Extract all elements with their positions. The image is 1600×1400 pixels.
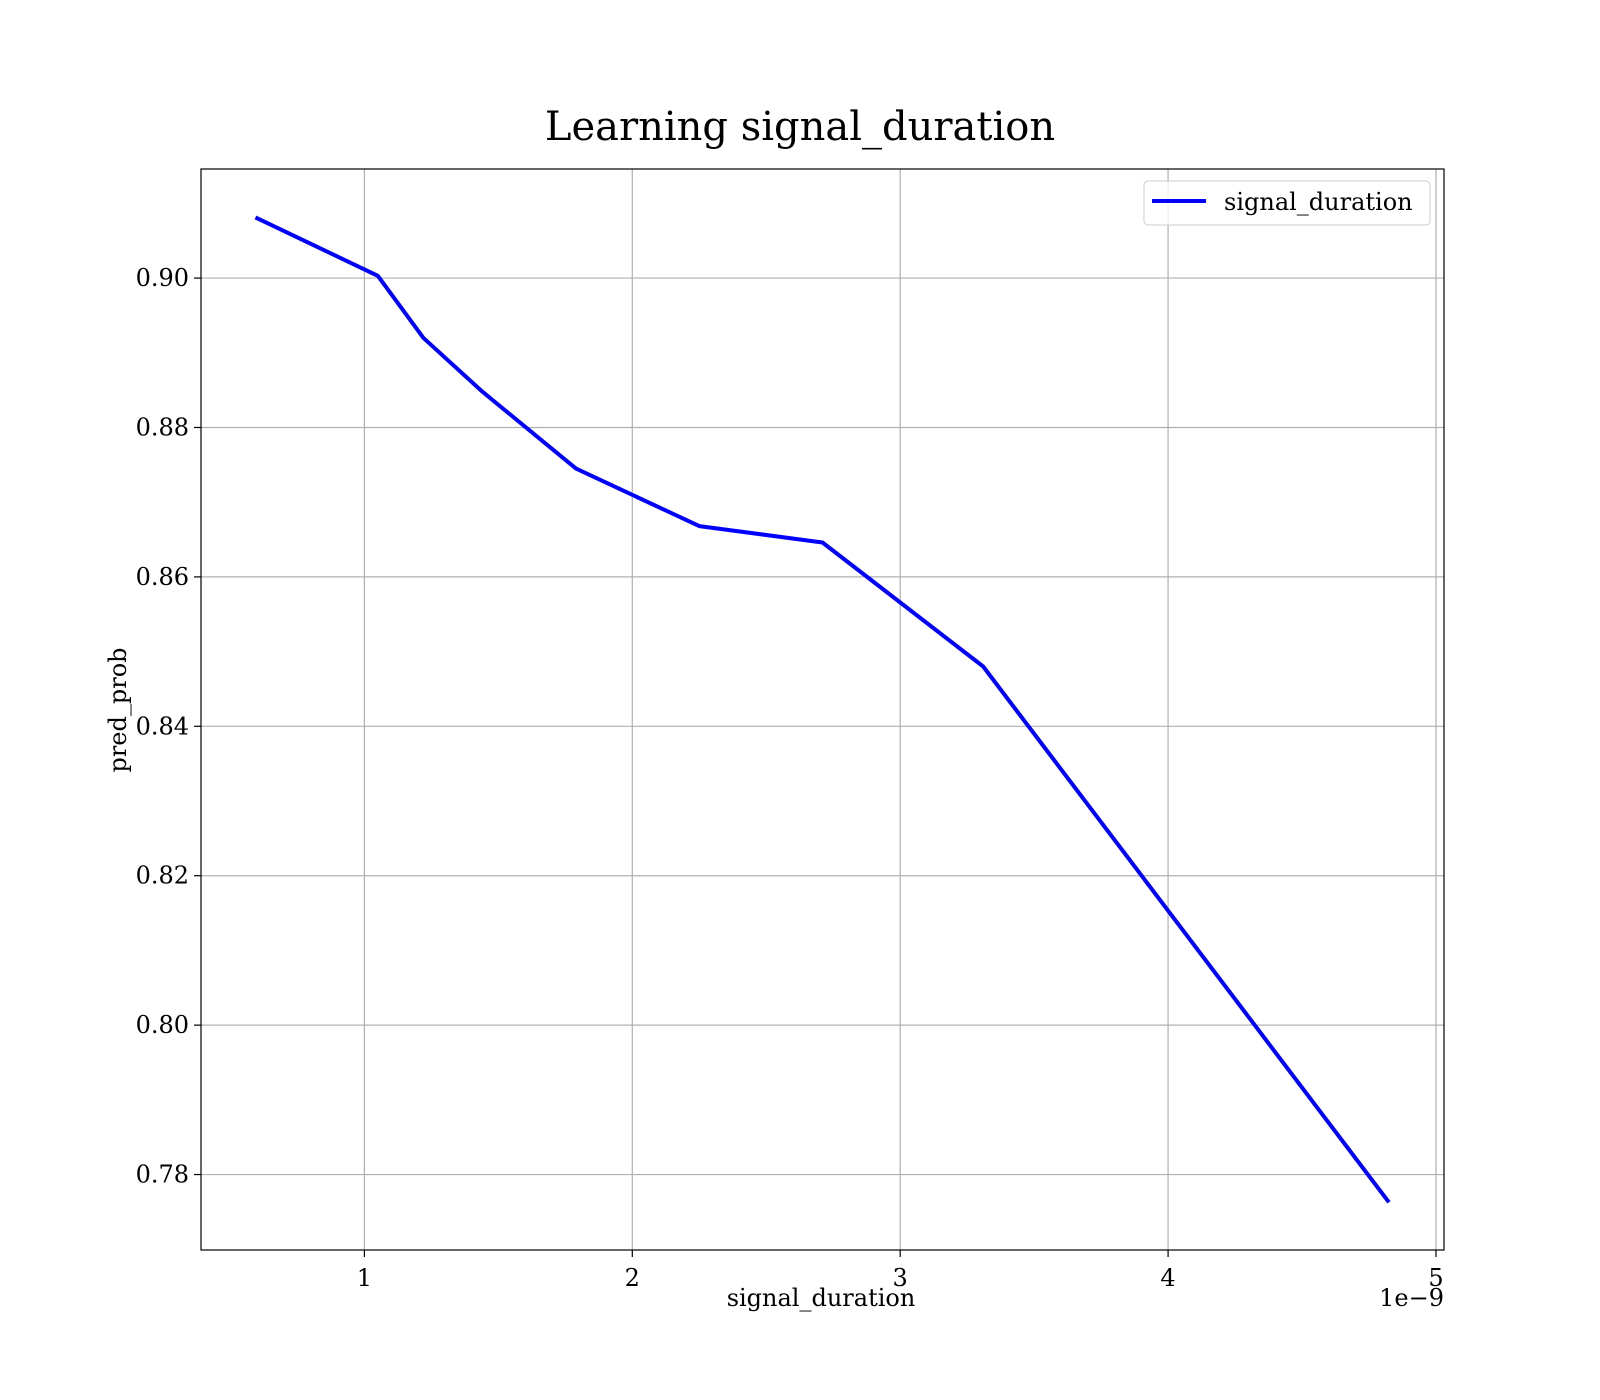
plot-frame xyxy=(200,168,1445,1251)
axis-ticks: 1 2 3 4 5 0.78 0.80 0.82 0.84 0.86 0.88 0.90 xyxy=(136,264,1444,1292)
y-tick-label: 0.88 xyxy=(136,413,189,441)
y-tick-label: 0.78 xyxy=(136,1161,189,1189)
grid xyxy=(201,169,1444,1250)
series-line-signal_duration xyxy=(254,215,1391,1204)
x-axis-offset-text: 1e−9 xyxy=(1379,1284,1444,1312)
y-tick-label: 0.80 xyxy=(136,1011,189,1039)
legend: signal_duration xyxy=(1143,180,1431,226)
y-axis-label: pred_prob xyxy=(104,647,132,772)
legend-label: signal_duration xyxy=(1224,188,1413,216)
y-tick-label: 0.90 xyxy=(136,264,189,292)
plot-area xyxy=(254,215,1391,1204)
legend-box xyxy=(1143,180,1431,226)
x-tick-label: 1 xyxy=(357,1264,372,1292)
y-tick-label: 0.86 xyxy=(136,563,189,591)
y-tick-label: 0.84 xyxy=(136,712,189,740)
y-tick-label: 0.82 xyxy=(136,862,189,890)
x-tick-label: 2 xyxy=(625,1264,640,1292)
chart-title: Learning signal_duration xyxy=(545,104,1055,150)
x-tick-label: 3 xyxy=(893,1264,908,1292)
x-axis-label: signal_duration xyxy=(727,1284,916,1312)
x-tick-label: 4 xyxy=(1160,1264,1175,1292)
x-tick-label: 5 xyxy=(1428,1264,1443,1292)
